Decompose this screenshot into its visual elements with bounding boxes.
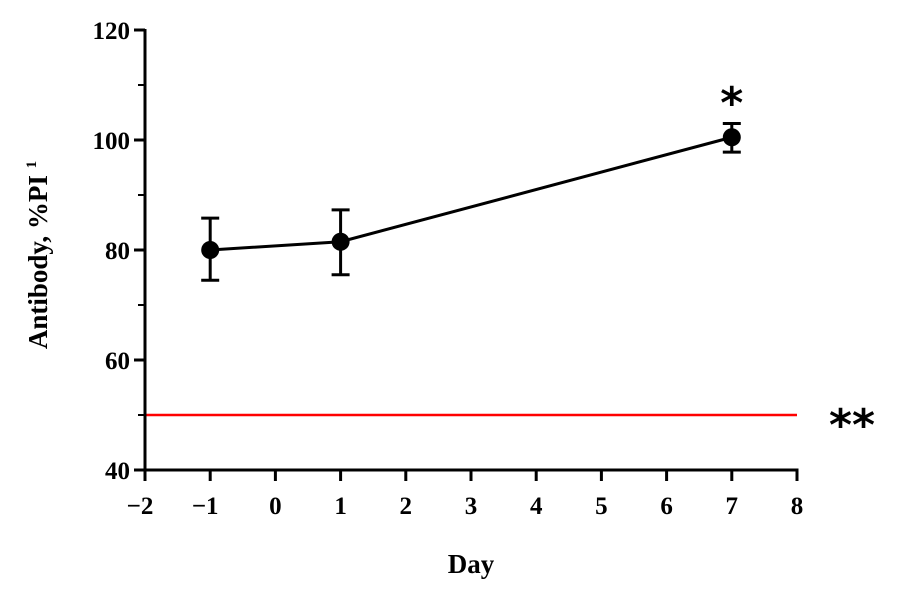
reference-line-label: ** [829, 400, 875, 451]
y-tick-label: 80 [105, 238, 130, 265]
x-tick-label: 6 [660, 493, 673, 520]
x-tick-label: 5 [595, 493, 608, 520]
x-tick-label: 0 [269, 493, 282, 520]
x-tick-label: 2 [400, 493, 413, 520]
x-tick-label: 3 [465, 493, 478, 520]
significance-annotation: * [720, 78, 743, 129]
y-axis-title-superscript: 1 [24, 161, 40, 169]
x-tick-label: 1 [334, 493, 347, 520]
y-tick-label: 120 [93, 18, 131, 45]
data-point [201, 241, 220, 259]
x-axis-title: Day [448, 549, 495, 579]
y-axis-title-text: Antibody, %PI [23, 168, 53, 349]
x-tick-label: 4 [530, 493, 543, 520]
y-tick-label: 100 [93, 128, 131, 155]
x-tick-label: 8 [791, 493, 804, 520]
y-tick-label: 40 [105, 458, 130, 485]
x-tick-label: −2 [127, 493, 154, 520]
x-tick-label: −1 [192, 493, 219, 520]
data-point [722, 128, 741, 147]
series-line [210, 135, 733, 252]
y-tick-label: 60 [105, 348, 130, 375]
y-axis-title: Antibody, %PI 1 [23, 161, 53, 349]
x-tick-label: 7 [726, 493, 739, 520]
data-point [331, 232, 350, 251]
